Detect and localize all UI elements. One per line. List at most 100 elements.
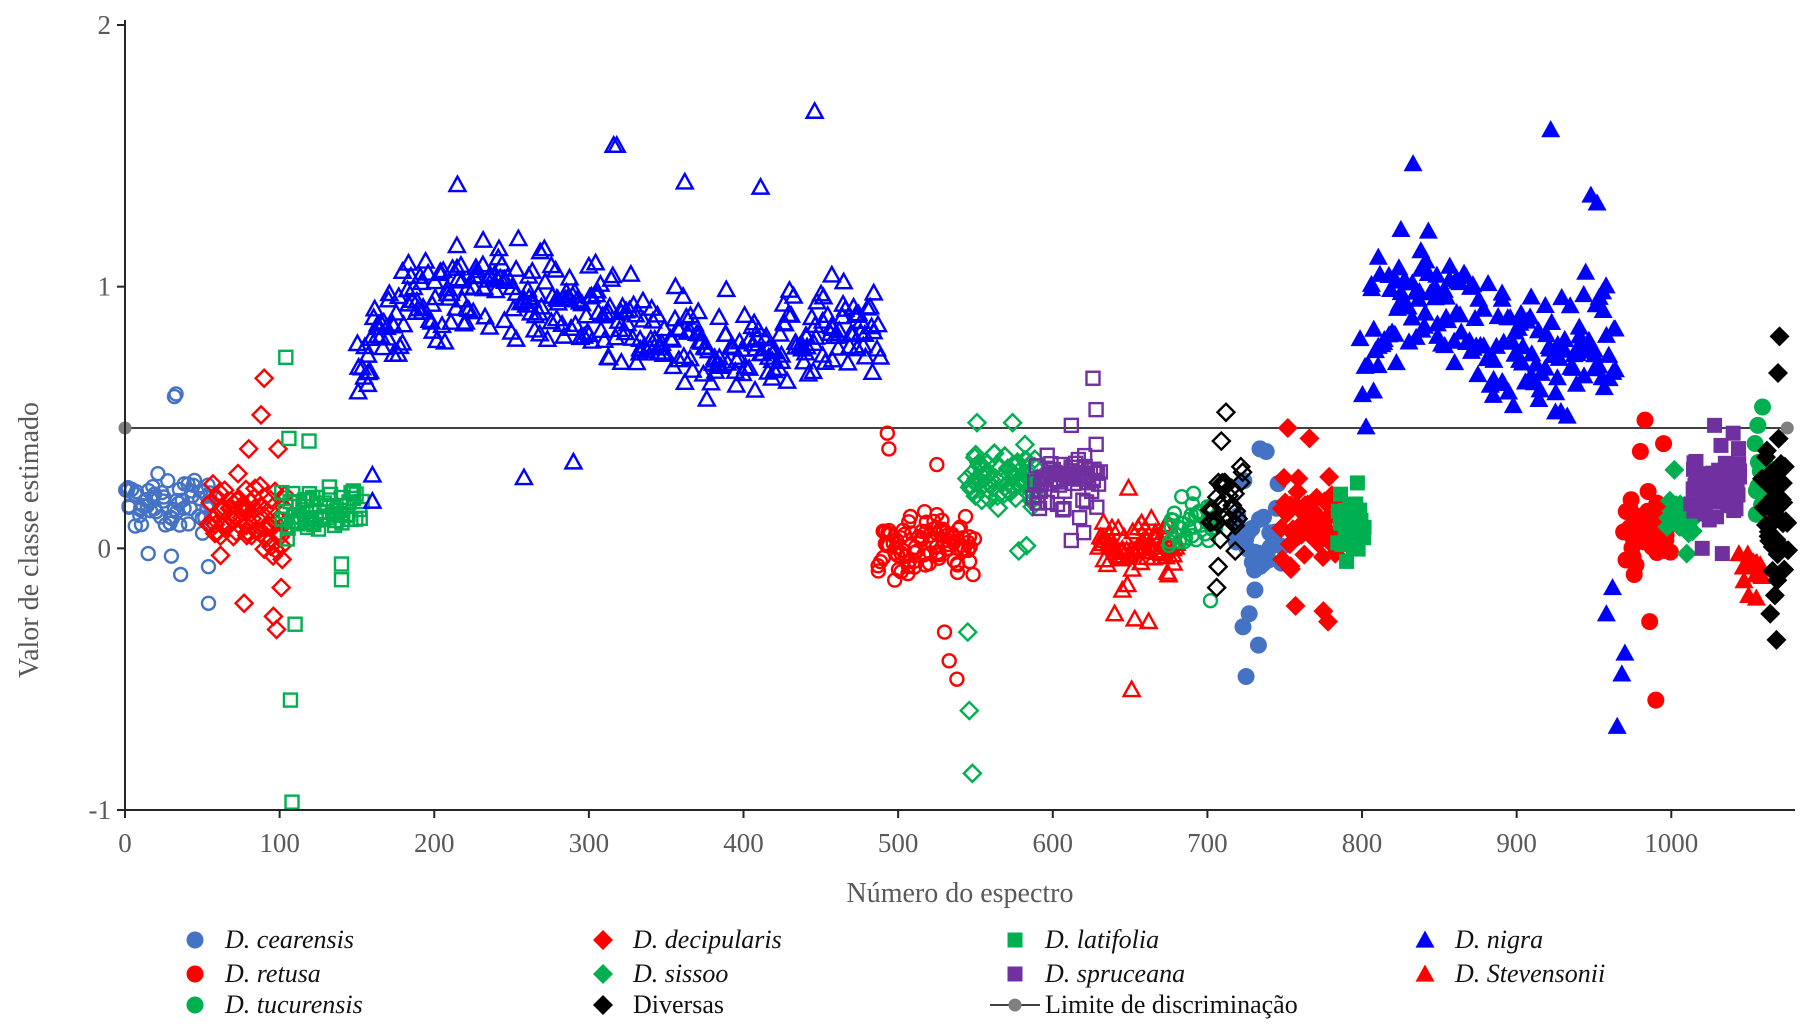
point-d-nigra <box>1368 356 1388 374</box>
point-d-spruceana <box>1076 524 1092 541</box>
point-diversas <box>1211 430 1232 452</box>
point-d-retusa <box>949 671 965 687</box>
point-d-nigra <box>774 313 795 332</box>
point-d-spruceana <box>1055 502 1071 518</box>
point-d-latifolia <box>282 494 298 510</box>
point-d-nigra <box>1569 317 1589 335</box>
point-diversas <box>1222 495 1243 516</box>
point-d-retusa <box>1622 491 1640 509</box>
point-d-nigra <box>1594 377 1614 396</box>
point-d-cearensis <box>176 500 192 517</box>
point-d-spruceana <box>1071 509 1088 526</box>
point-d-stevensonii <box>1122 521 1143 540</box>
point-d-sissoo <box>994 445 1016 467</box>
x-tick-label: 0 <box>118 828 132 858</box>
point-d-nigra <box>537 328 558 348</box>
point-d-decipularis <box>265 540 287 561</box>
point-diversas <box>1756 440 1777 461</box>
point-d-cearensis <box>1257 443 1275 461</box>
point-d-nigra <box>522 289 543 308</box>
point-d-nigra <box>689 323 710 342</box>
point-d-nigra <box>867 314 889 333</box>
point-d-sissoo <box>1007 451 1028 473</box>
point-diversas <box>1221 478 1242 499</box>
point-d-nigra <box>473 278 494 297</box>
point-diversas <box>1773 492 1794 513</box>
point-d-spruceana <box>1039 494 1056 511</box>
point-d-retusa <box>881 441 897 457</box>
point-d-nigra <box>777 370 798 389</box>
point-d-nigra <box>829 320 850 339</box>
point-d-spruceana <box>1085 370 1101 386</box>
point-d-spruceana <box>1725 425 1741 441</box>
point-d-nigra <box>1612 664 1632 682</box>
plot-area <box>118 100 1799 810</box>
point-diversas <box>1760 603 1781 624</box>
point-d-nigra <box>636 340 657 359</box>
point-d-sissoo <box>1682 521 1703 542</box>
point-d-nigra <box>667 317 688 336</box>
point-d-latifolia <box>287 616 303 632</box>
point-d-nigra <box>617 313 638 332</box>
point-d-decipularis <box>1288 468 1309 489</box>
point-d-decipularis <box>1273 467 1294 488</box>
point-d-nigra <box>665 276 686 295</box>
legend-marker <box>1007 966 1023 982</box>
point-d-nigra <box>586 284 607 303</box>
point-d-spruceana <box>1039 447 1055 463</box>
point-d-cearensis <box>133 516 150 533</box>
legend-marker <box>593 995 613 1015</box>
point-diversas <box>1206 577 1227 598</box>
point-d-nigra <box>1555 329 1575 348</box>
point-d-tucurensis <box>1749 416 1767 434</box>
point-d-retusa <box>929 456 945 473</box>
point-d-nigra <box>828 337 849 356</box>
point-d-decipularis <box>266 619 287 640</box>
point-d-nigra <box>362 464 383 483</box>
point-d-nigra <box>654 341 675 360</box>
point-d-spruceana <box>1714 546 1730 562</box>
point-d-sissoo <box>1008 540 1029 562</box>
point-d-decipularis <box>1280 558 1301 579</box>
point-d-nigra <box>559 267 580 286</box>
point-d-stevensonii <box>1130 552 1151 571</box>
point-d-nigra <box>1473 299 1493 317</box>
point-d-nigra <box>1389 258 1409 276</box>
point-d-nigra <box>739 357 760 376</box>
point-d-retusa <box>965 566 981 583</box>
point-d-stevensonii <box>1104 603 1125 622</box>
point-d-nigra <box>534 238 555 257</box>
y-tick-label: 0 <box>98 533 112 563</box>
point-d-sissoo <box>971 490 992 511</box>
point-d-spruceana <box>1090 476 1107 492</box>
point-diversas <box>1767 363 1788 384</box>
point-d-stevensonii <box>1157 561 1178 580</box>
point-d-sissoo <box>1664 459 1685 480</box>
point-d-nigra <box>783 285 804 304</box>
point-d-nigra <box>688 301 709 320</box>
point-d-nigra <box>682 359 703 378</box>
point-d-nigra <box>1530 380 1550 398</box>
point-d-nigra <box>376 317 397 336</box>
point-d-nigra <box>445 297 467 316</box>
point-d-decipularis <box>250 404 272 426</box>
point-d-retusa <box>966 531 983 547</box>
point-d-decipularis <box>263 606 284 627</box>
legend-marker <box>593 930 613 950</box>
point-d-nigra <box>723 337 744 356</box>
point-d-cearensis <box>200 595 217 611</box>
legend-marker <box>186 931 204 949</box>
point-d-nigra <box>615 322 636 341</box>
point-diversas <box>1777 512 1798 533</box>
point-d-nigra <box>846 338 868 357</box>
point-d-nigra <box>1402 308 1422 326</box>
point-d-nigra <box>1593 300 1613 318</box>
point-d-nigra <box>764 360 785 379</box>
point-d-nigra <box>1440 256 1460 274</box>
point-d-decipularis <box>1299 428 1320 449</box>
legend-label: D. spruceana <box>1044 959 1185 988</box>
point-d-cearensis <box>172 517 188 533</box>
point-d-nigra <box>1615 643 1635 661</box>
point-d-retusa <box>962 539 978 555</box>
point-d-spruceana <box>1088 401 1104 418</box>
